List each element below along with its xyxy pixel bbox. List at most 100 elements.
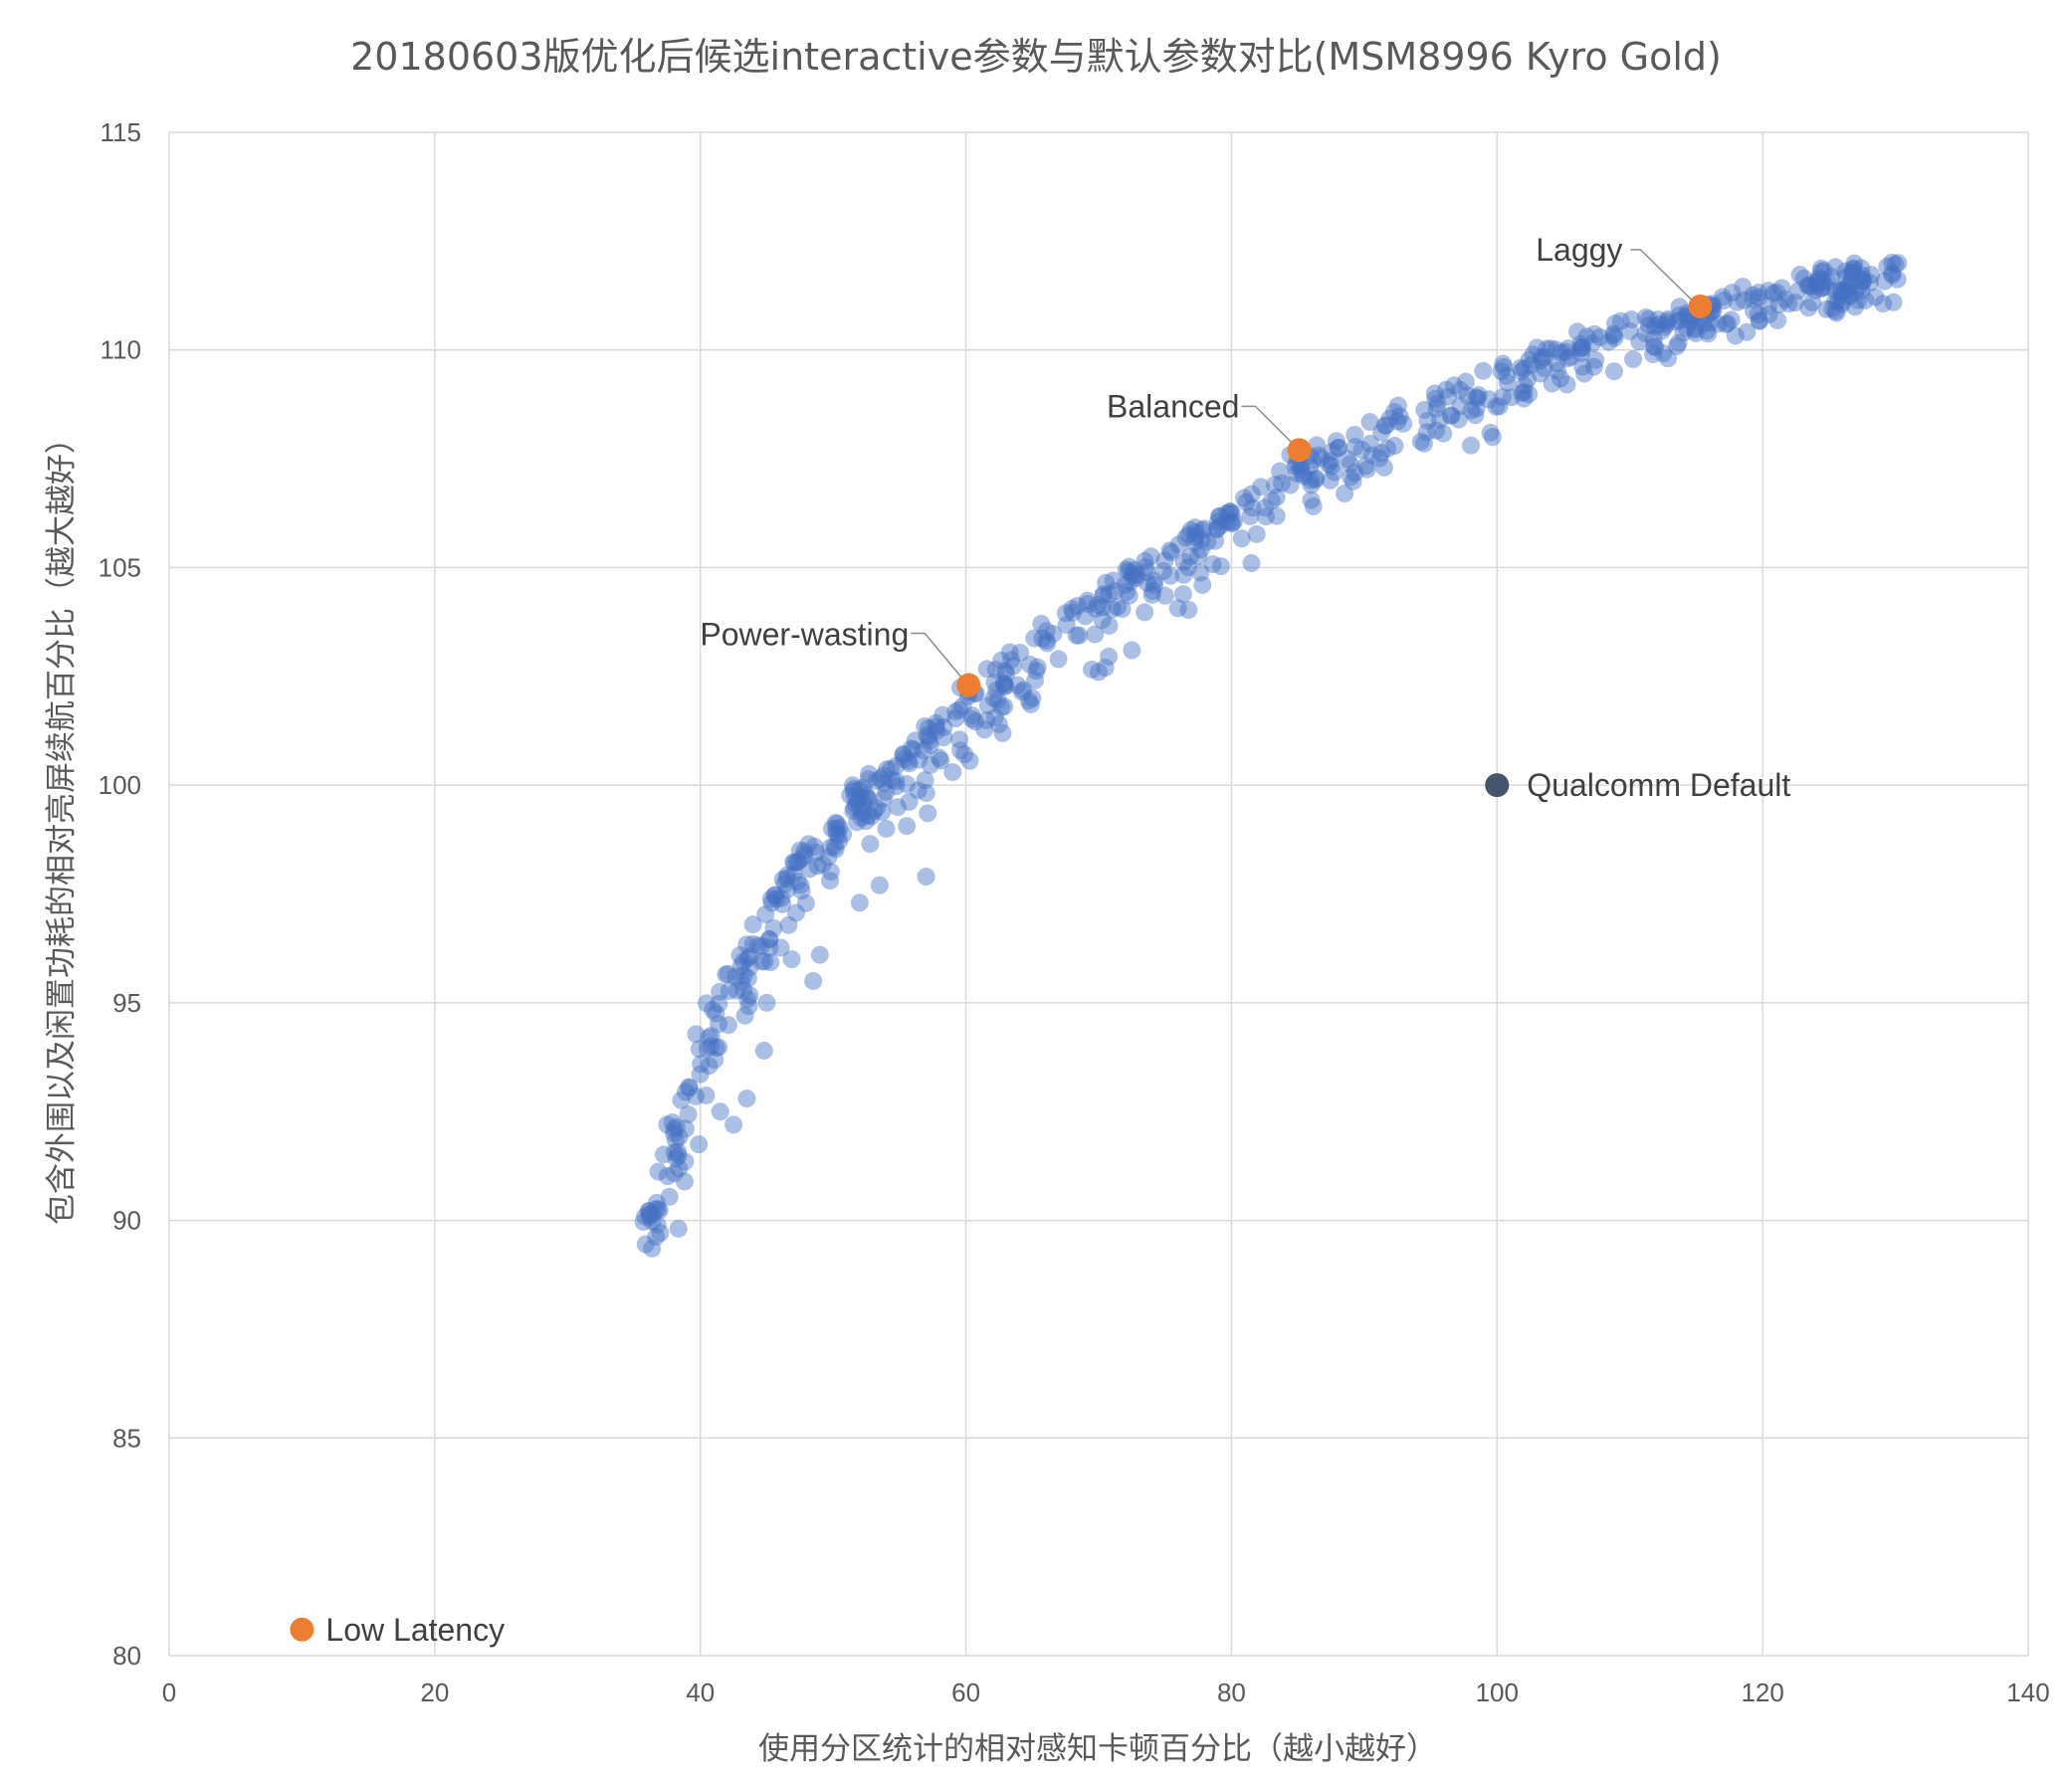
- candidate-point: [909, 781, 928, 800]
- candidate-point: [887, 772, 906, 791]
- candidate-point: [650, 1201, 669, 1220]
- candidate-point: [1100, 616, 1119, 635]
- candidate-point: [920, 731, 938, 750]
- candidate-point: [862, 807, 881, 826]
- candidate-point: [1522, 355, 1541, 374]
- candidate-point: [895, 749, 914, 768]
- candidate-point: [1760, 304, 1778, 323]
- candidate-point: [1524, 345, 1543, 364]
- candidate-point: [1845, 254, 1864, 273]
- candidate-point: [1384, 403, 1403, 422]
- candidate-point: [1113, 600, 1132, 619]
- candidate-point: [834, 825, 853, 844]
- candidate-point: [1137, 562, 1155, 581]
- candidate-point: [1515, 359, 1534, 378]
- candidate-point: [1320, 455, 1339, 474]
- candidate-point: [707, 1039, 725, 1058]
- candidate-point: [1582, 334, 1601, 353]
- candidate-point: [853, 804, 872, 823]
- candidate-point: [795, 845, 814, 864]
- candidate-point: [1078, 595, 1097, 614]
- candidate-point: [1490, 397, 1509, 416]
- candidate-point: [1120, 557, 1139, 576]
- candidate-point: [795, 842, 814, 861]
- candidate-point: [826, 813, 845, 832]
- candidate-point: [1136, 551, 1154, 570]
- x-tick-label: 100: [1476, 1678, 1519, 1707]
- candidate-point: [1304, 496, 1323, 515]
- candidate-point: [1168, 599, 1187, 618]
- candidate-point: [1599, 332, 1618, 351]
- candidate-point: [1816, 278, 1835, 296]
- candidate-point: [1195, 519, 1214, 538]
- candidate-point: [700, 1028, 719, 1047]
- candidate-point: [1806, 273, 1825, 292]
- candidate-point: [859, 770, 878, 789]
- candidate-point: [877, 782, 896, 801]
- candidate-point: [1639, 309, 1658, 328]
- candidate-point: [1624, 350, 1643, 369]
- candidate-point: [1828, 292, 1847, 310]
- candidate-point: [710, 1015, 728, 1034]
- candidate-point: [934, 728, 953, 747]
- candidate-point: [1811, 263, 1830, 282]
- candidate-point: [1605, 328, 1624, 347]
- candidate-point: [1329, 439, 1347, 458]
- candidate-point: [1764, 284, 1783, 302]
- candidate-point: [1375, 416, 1394, 435]
- candidate-point: [1646, 317, 1665, 336]
- candidate-point: [725, 1115, 743, 1134]
- candidate-point: [1221, 513, 1240, 532]
- candidate-point: [1636, 324, 1655, 343]
- candidate-point: [993, 723, 1012, 742]
- candidate-point: [960, 751, 979, 770]
- candidate-point: [921, 735, 939, 754]
- candidate-point: [843, 776, 862, 795]
- candidate-point: [1070, 626, 1089, 645]
- candidate-point: [648, 1193, 667, 1212]
- candidate-point: [669, 1142, 688, 1161]
- candidate-point: [1445, 376, 1464, 395]
- candidate-point: [1144, 571, 1163, 590]
- candidate-point: [730, 946, 749, 965]
- candidate-point: [687, 1025, 706, 1044]
- candidate-point: [1118, 582, 1137, 601]
- candidate-point: [1744, 286, 1762, 304]
- candidate-point: [997, 665, 1016, 684]
- candidate-point: [1097, 573, 1116, 592]
- candidate-point: [861, 835, 880, 854]
- candidate-point: [773, 870, 792, 889]
- labeled-point: [956, 673, 981, 697]
- candidate-point: [1193, 575, 1212, 594]
- candidate-point: [1556, 342, 1575, 361]
- candidate-point: [878, 760, 897, 779]
- candidate-point: [1307, 469, 1326, 488]
- candidate-point: [1302, 491, 1321, 509]
- candidate-point: [1481, 423, 1500, 442]
- candidate-point: [1185, 533, 1204, 552]
- candidate-point: [1655, 317, 1674, 336]
- candidate-point: [1622, 310, 1641, 329]
- candidate-point: [841, 786, 860, 805]
- candidate-point: [1769, 296, 1788, 314]
- label-leader-line: [911, 632, 965, 683]
- candidate-point: [1840, 285, 1859, 303]
- candidate-point: [1256, 498, 1275, 517]
- candidate-point: [679, 1105, 698, 1124]
- candidate-point: [989, 714, 1008, 733]
- candidate-point: [1346, 425, 1364, 444]
- candidate-point: [977, 660, 996, 679]
- candidate-point: [1803, 293, 1822, 311]
- candidate-point: [1745, 301, 1763, 320]
- candidate-point: [1312, 449, 1331, 468]
- candidate-point: [873, 802, 892, 821]
- y-tick-label: 105: [99, 552, 141, 582]
- candidate-point: [1805, 282, 1824, 300]
- candidate-point: [787, 853, 806, 872]
- candidate-point: [692, 1055, 711, 1074]
- candidate-point: [995, 697, 1014, 716]
- candidate-point: [1302, 476, 1321, 494]
- candidate-point: [1760, 282, 1778, 300]
- candidate-point: [1860, 274, 1879, 293]
- candidate-point: [1806, 275, 1825, 294]
